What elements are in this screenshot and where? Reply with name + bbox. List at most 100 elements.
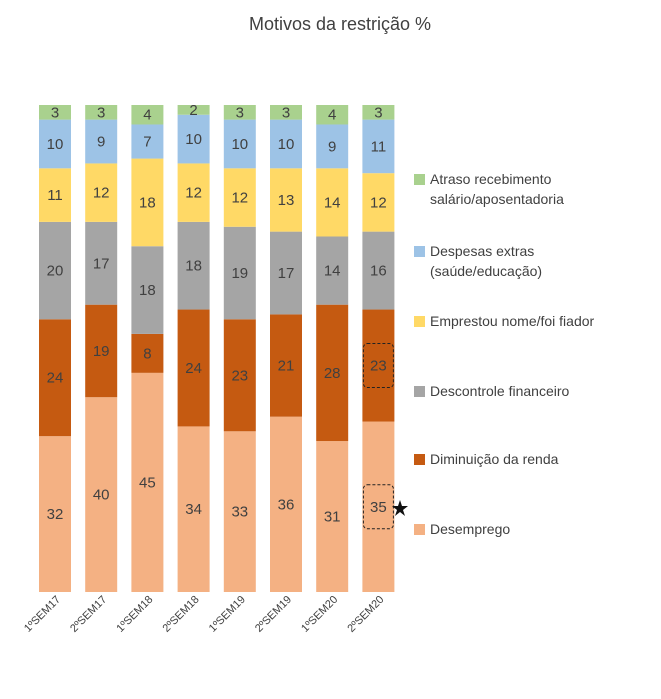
data-label: 31 [324, 509, 341, 526]
data-label: 12 [185, 185, 202, 202]
data-label: 10 [47, 136, 64, 153]
data-label: 14 [324, 263, 341, 280]
data-label: 21 [278, 358, 295, 375]
category-label: 1ºSEM19 [207, 594, 248, 635]
bar-segment [177, 426, 210, 592]
data-label: 7 [143, 134, 151, 151]
legend-swatch [414, 174, 425, 185]
bar-segment [223, 431, 256, 592]
data-label: 2 [189, 102, 197, 119]
bars-layer [39, 105, 395, 592]
bar-segment [177, 105, 210, 115]
legend-label: Desemprego [430, 521, 510, 537]
category-label: 1ºSEM20 [299, 594, 340, 635]
bar-segment [316, 124, 349, 169]
bar-segment [131, 246, 164, 334]
bar-segment [85, 119, 118, 164]
legend-swatch [414, 316, 425, 327]
data-label: 35 [370, 499, 387, 516]
bar-segment [39, 119, 71, 169]
bar-segment [85, 105, 118, 120]
legend: Atraso recebimento salário/aposentadoria D… [414, 171, 595, 537]
data-label: 23 [231, 367, 248, 384]
bar-segment [223, 105, 256, 120]
bar-segment [362, 309, 395, 422]
data-label: 10 [231, 136, 248, 153]
bar-segment [362, 421, 395, 592]
data-label: 12 [370, 194, 387, 211]
bar-segment [85, 304, 118, 398]
bar-segment [270, 168, 302, 232]
bar-segment [177, 309, 210, 427]
category-label: 2ºSEM18 [161, 594, 202, 635]
data-label: 12 [231, 190, 248, 207]
bar-segment [270, 231, 302, 315]
data-label: 32 [47, 506, 64, 523]
bar-segment [316, 441, 349, 592]
legend-swatch [414, 386, 425, 397]
bar-segment [39, 105, 71, 120]
data-label: 33 [231, 504, 248, 521]
legend-label: Diminuição da renda [430, 451, 559, 467]
bar-segment [223, 226, 256, 320]
legend-label: Atraso recebimento salário/aposentadoria [430, 171, 564, 207]
bar-segment [177, 114, 210, 164]
data-label: 3 [374, 104, 382, 121]
data-label: 18 [185, 258, 202, 275]
data-label: 13 [278, 192, 295, 209]
data-label: 45 [139, 474, 156, 491]
data-label: 18 [139, 282, 156, 299]
bar-segment [223, 119, 256, 169]
bar-segment [131, 372, 164, 592]
bar-segment [177, 163, 210, 222]
data-label: 9 [97, 134, 105, 151]
data-label: 17 [93, 255, 110, 272]
bar-segment [131, 333, 164, 373]
data-label: 24 [185, 360, 202, 377]
data-label: 4 [143, 107, 151, 124]
legend-label: Emprestou nome/foi fiador [430, 313, 595, 329]
bar-segment [270, 314, 302, 417]
category-label: 1ºSEM17 [22, 594, 63, 635]
data-label: 28 [324, 365, 341, 382]
data-label: 20 [47, 263, 64, 280]
bar-segment [39, 319, 71, 437]
bar-segment [270, 416, 302, 592]
legend-label: Despesas extras (saúde/educação) [430, 243, 542, 279]
highlight-box [362, 343, 394, 389]
bar-segment [85, 221, 118, 305]
category-label: 2ºSEM17 [68, 594, 109, 635]
category-label: 2ºSEM20 [345, 594, 386, 635]
data-label: 19 [93, 343, 110, 360]
bar-segment [131, 124, 164, 159]
bar-segment [85, 163, 118, 222]
data-label: 3 [97, 104, 105, 121]
data-label: 19 [231, 265, 248, 282]
category-label: 1ºSEM18 [114, 594, 155, 635]
data-label: 11 [371, 138, 387, 155]
data-label: 14 [324, 194, 341, 211]
star-marker-icon [392, 500, 408, 516]
bar-segment [362, 105, 395, 120]
data-label: 17 [278, 265, 295, 282]
legend-label: Descontrole financeiro [430, 383, 570, 399]
data-label: 34 [185, 501, 202, 518]
data-label: 24 [47, 370, 64, 387]
bar-segment [362, 173, 395, 232]
data-label: 3 [236, 104, 244, 121]
bar-segment [85, 397, 118, 592]
chart-title: Motivos da restrição % [249, 14, 431, 34]
legend-swatch [414, 524, 425, 535]
data-label: 9 [328, 138, 336, 155]
bar-segment [316, 236, 349, 305]
bar-segment [316, 168, 349, 237]
data-label: 4 [328, 107, 336, 124]
annotation-layer [362, 343, 408, 530]
legend-swatch [414, 454, 425, 465]
data-label: 12 [93, 185, 110, 202]
legend-swatch [414, 246, 425, 257]
bar-segment [131, 105, 164, 125]
bar-segment [270, 119, 302, 169]
bar-segment [270, 105, 302, 120]
data-label: 8 [143, 345, 151, 362]
